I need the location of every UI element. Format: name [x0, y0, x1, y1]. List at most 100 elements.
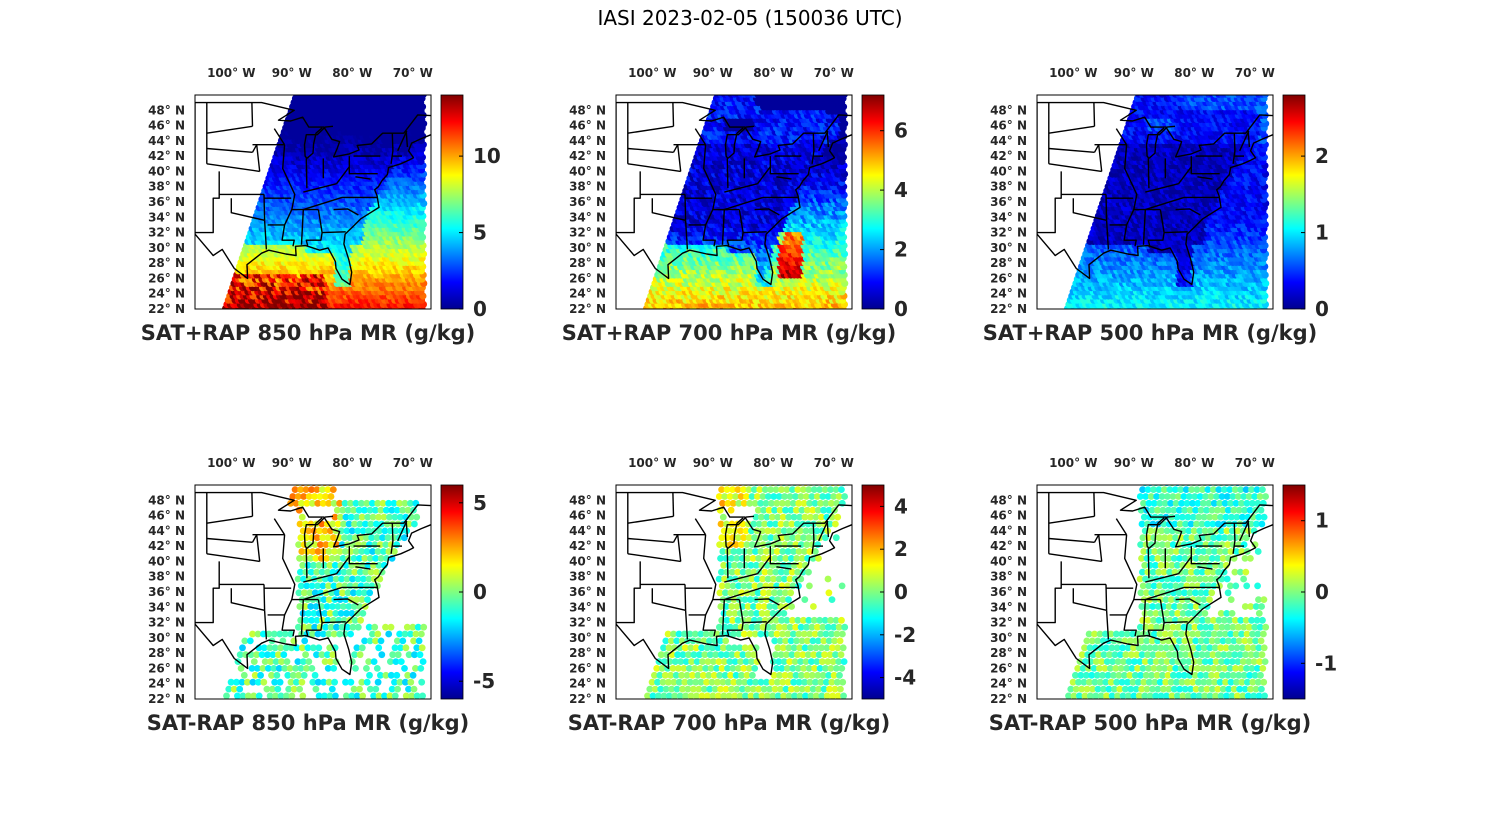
observation-point: [692, 309, 699, 316]
observation-point: [400, 309, 407, 316]
observation-point: [251, 309, 258, 316]
observation-point: [705, 309, 712, 316]
colorbar-tick-label: 0: [473, 297, 487, 321]
panel-title: SAT+RAP 850 hPa MR (g/kg): [141, 321, 475, 345]
observation-point: [715, 309, 722, 316]
observation-point: [297, 309, 304, 316]
observation-point: [835, 309, 842, 316]
observation-point: [645, 309, 652, 316]
observation-point: [221, 309, 228, 316]
observation-point: [755, 309, 762, 316]
observation-point: [761, 309, 768, 316]
lat-tick-label: 48° N: [148, 103, 185, 117]
lat-tick-label: 34° N: [148, 210, 185, 224]
lat-tick-label: 40° N: [148, 164, 185, 178]
observation-point: [745, 309, 752, 316]
observation-point: [370, 309, 377, 316]
lon-tick-label: 100° W: [207, 66, 255, 80]
lat-tick-label: 36° N: [148, 195, 185, 209]
observation-point: [821, 309, 828, 316]
observation-point: [287, 309, 294, 316]
observation-point: [274, 309, 281, 316]
observation-point: [718, 309, 725, 316]
observation-point: [708, 309, 715, 316]
observation-point: [227, 309, 234, 316]
lat-tick-label: 42° N: [148, 149, 185, 163]
observation-point: [668, 309, 675, 316]
observation-point: [765, 309, 772, 316]
observation-point: [261, 309, 268, 316]
observation-point: [350, 309, 357, 316]
observation-point: [828, 309, 835, 316]
observation-point: [417, 309, 424, 316]
observation-point: [377, 309, 384, 316]
observation-point: [758, 309, 765, 316]
observation-point: [387, 309, 394, 316]
lon-tick-label: 70° W: [393, 66, 433, 80]
observation-point: [791, 309, 798, 316]
observation-point: [404, 309, 411, 316]
lon-tick-label: 80° W: [332, 66, 372, 80]
observation-point: [324, 309, 331, 316]
observation-point: [277, 309, 284, 316]
observation-point: [360, 309, 367, 316]
observation-point: [798, 309, 805, 316]
observation-point: [838, 309, 845, 316]
observation-point: [665, 309, 672, 316]
lat-tick-label: 32° N: [148, 226, 185, 240]
observation-point: [397, 309, 404, 316]
observation-point: [722, 309, 729, 316]
observation-point: [304, 309, 311, 316]
lat-tick-label: 44° N: [148, 134, 185, 148]
observation-point: [237, 309, 244, 316]
observation-point: [337, 309, 344, 316]
page-title: IASI 2023-02-05 (150036 UTC): [0, 6, 1500, 30]
observation-point: [675, 309, 682, 316]
observation-point: [818, 309, 825, 316]
observation-point: [317, 309, 324, 316]
observation-point: [271, 309, 278, 316]
boundary-line: [252, 103, 253, 127]
observation-point: [642, 309, 649, 316]
lat-tick-label: 46° N: [148, 119, 185, 133]
observation-point: [367, 309, 374, 316]
observation-point: [414, 309, 421, 316]
boundary-line: [322, 232, 346, 233]
observation-point: [655, 309, 662, 316]
observation-point: [334, 309, 341, 316]
observation-point: [652, 309, 659, 316]
observation-point: [247, 309, 254, 316]
observation-point: [331, 309, 338, 316]
observation-point: [380, 309, 387, 316]
observation-point: [294, 309, 301, 316]
observation-point: [775, 309, 782, 316]
observation-point: [801, 309, 808, 316]
observation-point: [224, 309, 231, 316]
observation-point: [788, 309, 795, 316]
observation-point: [781, 309, 788, 316]
observation-point: [648, 309, 655, 316]
observation-point: [244, 309, 251, 316]
observation-point: [748, 309, 755, 316]
observation-point: [267, 309, 274, 316]
observation-point: [735, 309, 742, 316]
observation-point: [752, 309, 759, 316]
observation-point: [795, 309, 802, 316]
observation-point: [241, 309, 248, 316]
observation-point: [394, 309, 401, 316]
observation-point: [291, 309, 298, 316]
observation-point: [732, 309, 739, 316]
lon-tick-label: 90° W: [272, 66, 312, 80]
observation-point: [688, 309, 695, 316]
observation-point: [257, 309, 264, 316]
observation-point: [662, 309, 669, 316]
observation-point: [825, 309, 832, 316]
lat-tick-label: 30° N: [148, 241, 185, 255]
lat-tick-label: 38° N: [148, 180, 185, 194]
observation-point: [695, 309, 702, 316]
observation-point: [658, 309, 665, 316]
lat-tick-label: 22° N: [148, 302, 185, 316]
